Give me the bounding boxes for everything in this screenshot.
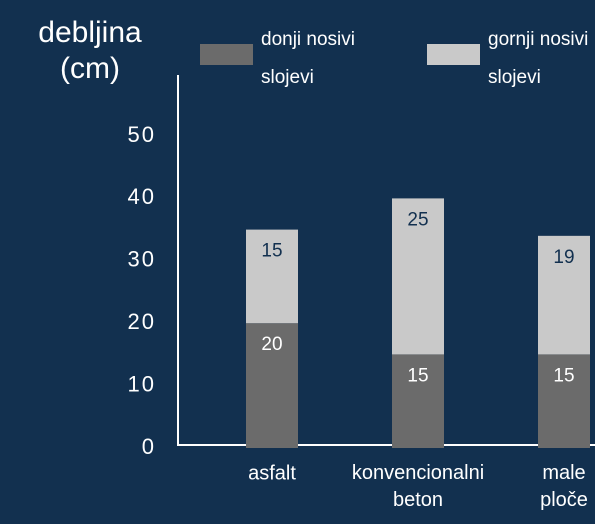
data-label: 15 — [407, 365, 428, 386]
legend-swatch — [200, 44, 253, 65]
y-tick-label: 0 — [142, 434, 156, 459]
y-tick-label: 50 — [128, 122, 156, 147]
data-label: 20 — [261, 334, 282, 355]
legend-label: donji nosivi slojevi — [261, 29, 355, 88]
data-label: 25 — [407, 209, 428, 230]
data-label: 15 — [553, 365, 574, 386]
bar-segment — [392, 198, 444, 355]
y-tick-label: 40 — [128, 184, 156, 209]
x-tick-label: asfalt — [248, 462, 296, 484]
x-tick-label: male ploče — [540, 462, 588, 511]
data-label: 19 — [553, 247, 574, 268]
y-tick-label: 30 — [128, 247, 156, 272]
bar-segment — [392, 354, 444, 448]
bar-segment — [538, 235, 590, 355]
bar-segment — [538, 354, 590, 448]
y-axis-label: debljina (cm) — [38, 16, 142, 85]
legend-label: gornji nosivi slojevi — [488, 29, 588, 88]
data-label: 15 — [261, 241, 282, 262]
x-tick-label: konvencionalni beton — [352, 462, 484, 511]
y-tick-label: 20 — [128, 309, 156, 334]
y-tick-label: 10 — [128, 371, 156, 396]
legend-swatch — [427, 44, 480, 65]
bar-segment — [246, 229, 298, 324]
bar-segment — [246, 323, 298, 448]
